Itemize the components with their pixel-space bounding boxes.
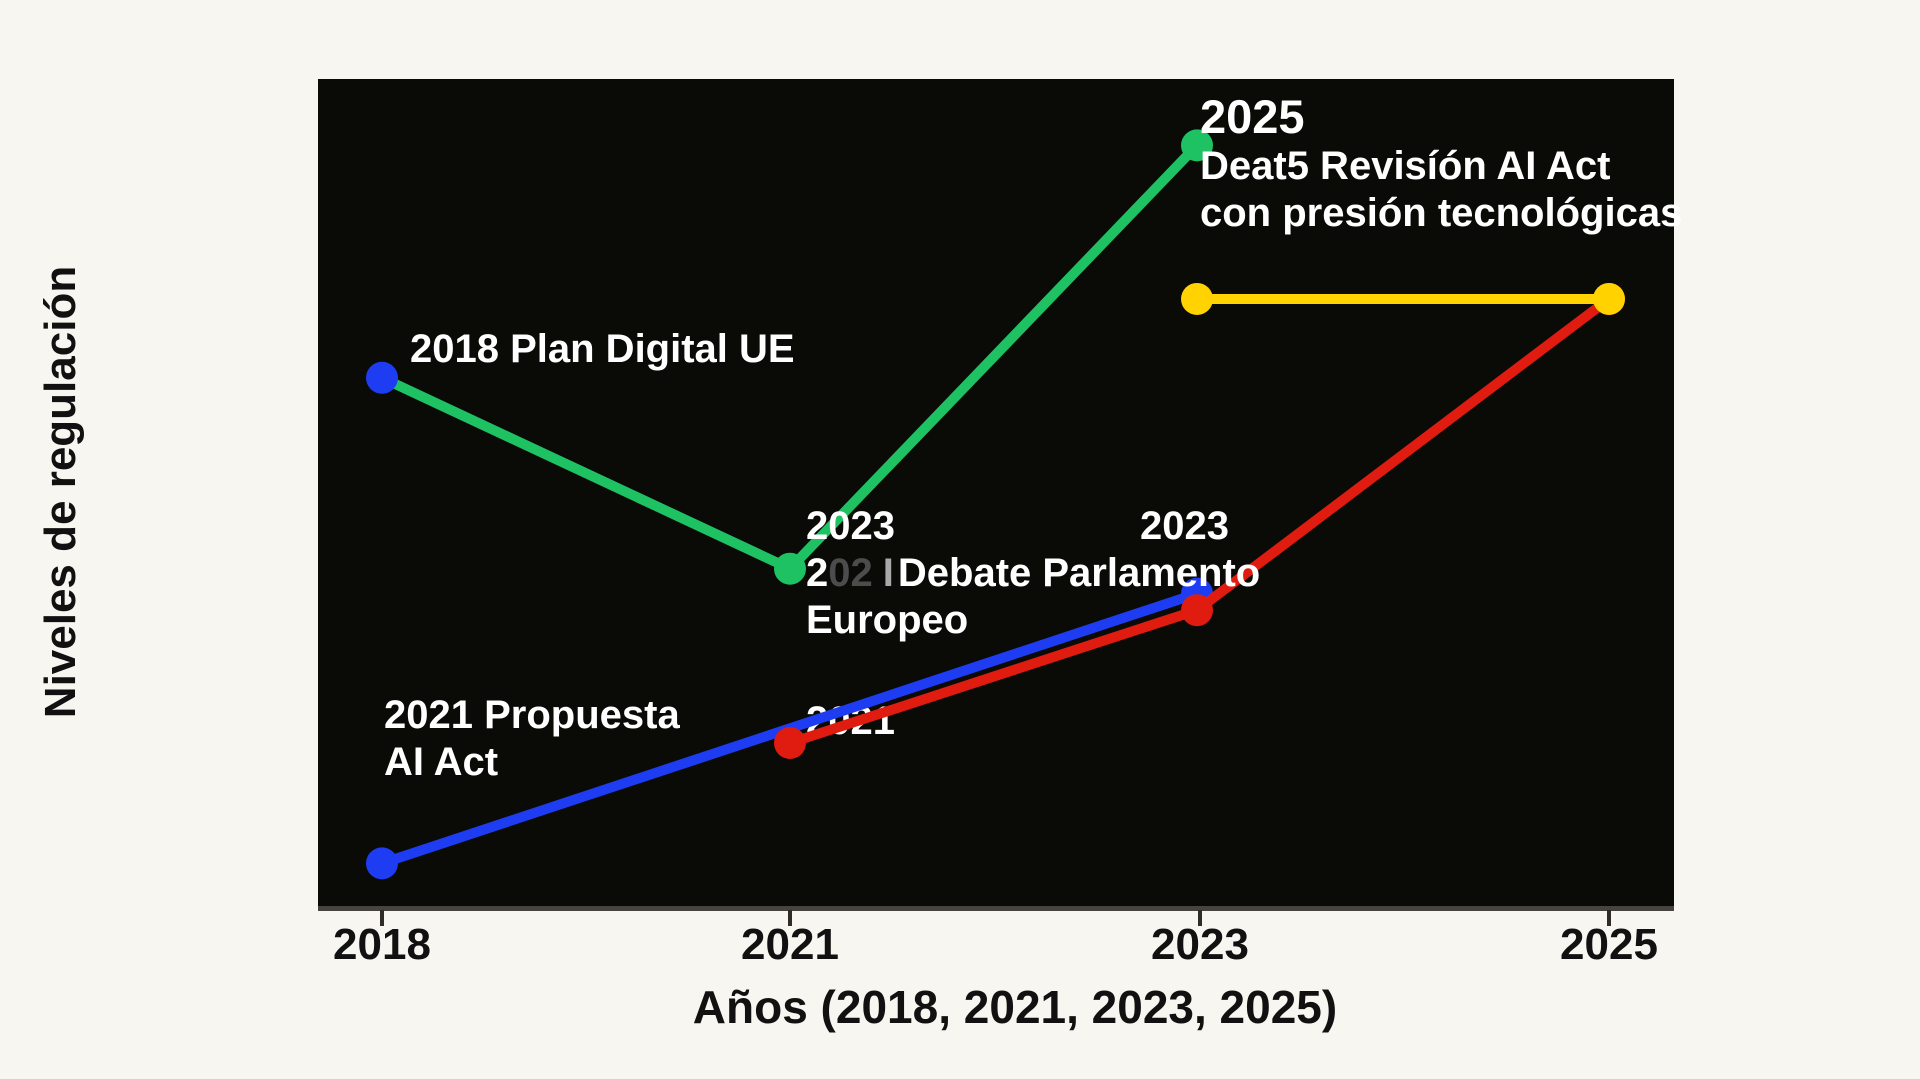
annotation-2023-debate: 2023 202 I Debate Parlamento Europeo: [806, 503, 1260, 645]
x-axis-tick-2021: [788, 910, 792, 926]
annotation-2023-prefix-ghost: 02: [828, 551, 873, 596]
x-axis-tick-2018: [380, 910, 384, 926]
data-point-yellow-plateau-2025: [1593, 282, 1625, 315]
annotation-2023-prefix-white: 2: [806, 551, 829, 596]
annotation-2023-point-label: 2023: [1140, 504, 1229, 548]
annotation-2018-plan-digital: 2018 Plan Digital UE: [410, 327, 795, 371]
annotation-2021-propuesta-line2: AI Act: [384, 740, 499, 785]
y-axis-title: Niveles de regulación: [36, 265, 85, 719]
x-axis-title: Años (2018, 2021, 2023, 2025): [692, 981, 1338, 1033]
x-axis-tick-2023: [1198, 910, 1202, 926]
line-chart-canvas: [366, 129, 1625, 880]
annotation-2021-propuesta: 2021 Propuesta AI Act: [384, 692, 680, 786]
annotation-2023-debate-line1: 2023: [806, 504, 895, 548]
data-point-green-trajectory-2021: [774, 552, 806, 585]
data-point-red-trajectory-2021: [774, 727, 806, 759]
annotation-2025-revision-line3: con presión tecnológicas: [1200, 190, 1683, 235]
annotation-2025-revision-line1: 2025: [1200, 90, 1305, 143]
annotation-2023-debate-text: Debate Parlamento: [897, 551, 1261, 596]
plot-area: [318, 79, 1674, 909]
data-point-green-trajectory-2018: [366, 361, 398, 394]
x-tick-label-2018: 2018: [333, 920, 431, 969]
data-point-yellow-plateau-2023: [1181, 282, 1213, 315]
annotation-2025-revision-line2: Deat5 Revisíón AI Act: [1200, 143, 1611, 188]
annotation-2023-debate-line3: Europeo: [806, 598, 969, 643]
annotation-2025-revision: 2025 Deat5 Revisíón AI Act con presión t…: [1200, 90, 1683, 237]
annotation-2023-debate-line2: 202 I Debate Parlamento: [806, 550, 1260, 597]
annotation-2021-propuesta-line1: 2021 Propuesta: [384, 693, 680, 737]
data-point-green-trajectory-2023: [1181, 129, 1213, 162]
annotation-2023-prefix-bar: I: [882, 551, 894, 596]
x-tick-label-2025: 2025: [1560, 920, 1658, 969]
x-tick-label-2021: 2021: [741, 920, 839, 969]
data-point-blue-trajectory-2018: [366, 847, 398, 880]
x-axis-line: [318, 906, 1674, 911]
x-tick-label-2023: 2023: [1151, 920, 1249, 969]
x-axis-tick-2025: [1607, 910, 1611, 926]
data-point-red-trajectory-2023: [1181, 594, 1213, 627]
